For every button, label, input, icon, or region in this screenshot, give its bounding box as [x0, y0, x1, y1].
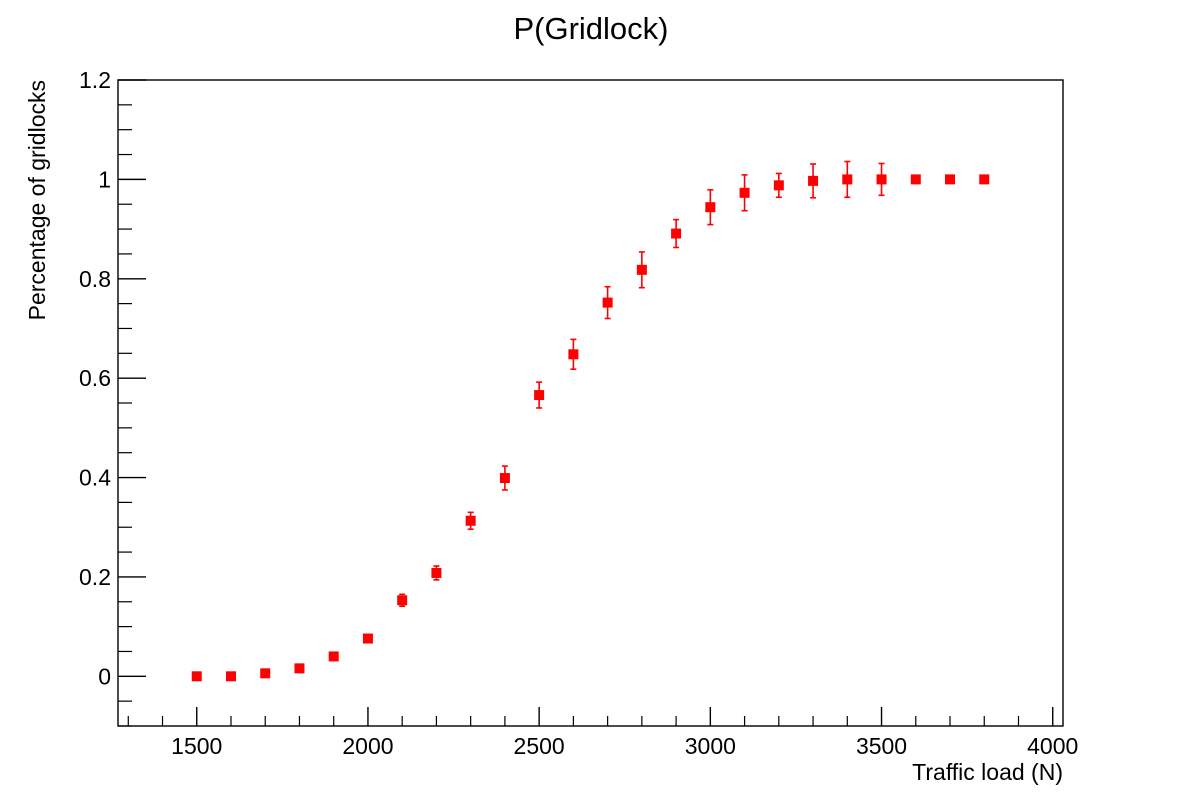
data-point	[773, 180, 784, 191]
data-point	[636, 264, 647, 275]
y-tick-label: 0.4	[79, 465, 111, 491]
chart-title: P(Gridlock)	[513, 11, 668, 46]
data-point	[671, 228, 682, 239]
y-axis-label: Percentage of gridlocks	[24, 80, 50, 320]
y-tick-label: 1.2	[79, 67, 111, 93]
y-tick-label: 1	[98, 166, 111, 192]
y-tick-label: 0.6	[79, 365, 111, 391]
x-tick-label: 1500	[171, 733, 222, 759]
data-point	[602, 297, 613, 308]
data-series	[191, 160, 990, 682]
data-point	[534, 390, 545, 401]
data-point	[465, 515, 476, 526]
x-axis: 1500 2000 2500 3000 3500 4000	[127, 707, 1078, 759]
y-tick-label: 0.8	[79, 266, 111, 292]
data-point	[260, 668, 271, 679]
data-point	[328, 651, 339, 662]
data-point	[945, 174, 956, 185]
data-point	[568, 349, 579, 360]
x-tick-label: 3000	[685, 733, 736, 759]
data-point	[842, 174, 853, 185]
data-point	[431, 567, 442, 578]
y-axis: 0 0.2 0.4 0.6 0.8 1 1.2	[79, 67, 146, 727]
data-point	[499, 473, 510, 484]
y-tick-label: 0.2	[79, 564, 111, 590]
data-point	[910, 174, 921, 185]
data-point	[979, 174, 990, 185]
data-point	[362, 633, 373, 644]
data-point	[808, 175, 819, 186]
x-axis-label: Traffic load (N)	[912, 759, 1063, 785]
data-point	[876, 174, 887, 185]
x-tick-label: 2500	[514, 733, 565, 759]
data-point	[397, 595, 408, 606]
y-tick-label: 0	[98, 663, 111, 689]
data-point	[191, 671, 202, 682]
x-tick-label: 3500	[856, 733, 907, 759]
data-point	[739, 187, 750, 198]
data-point	[294, 663, 305, 674]
x-tick-label: 2000	[342, 733, 393, 759]
x-tick-label: 4000	[1027, 733, 1078, 759]
data-point	[225, 671, 236, 682]
plot-frame	[117, 79, 1064, 727]
data-point	[705, 202, 716, 213]
